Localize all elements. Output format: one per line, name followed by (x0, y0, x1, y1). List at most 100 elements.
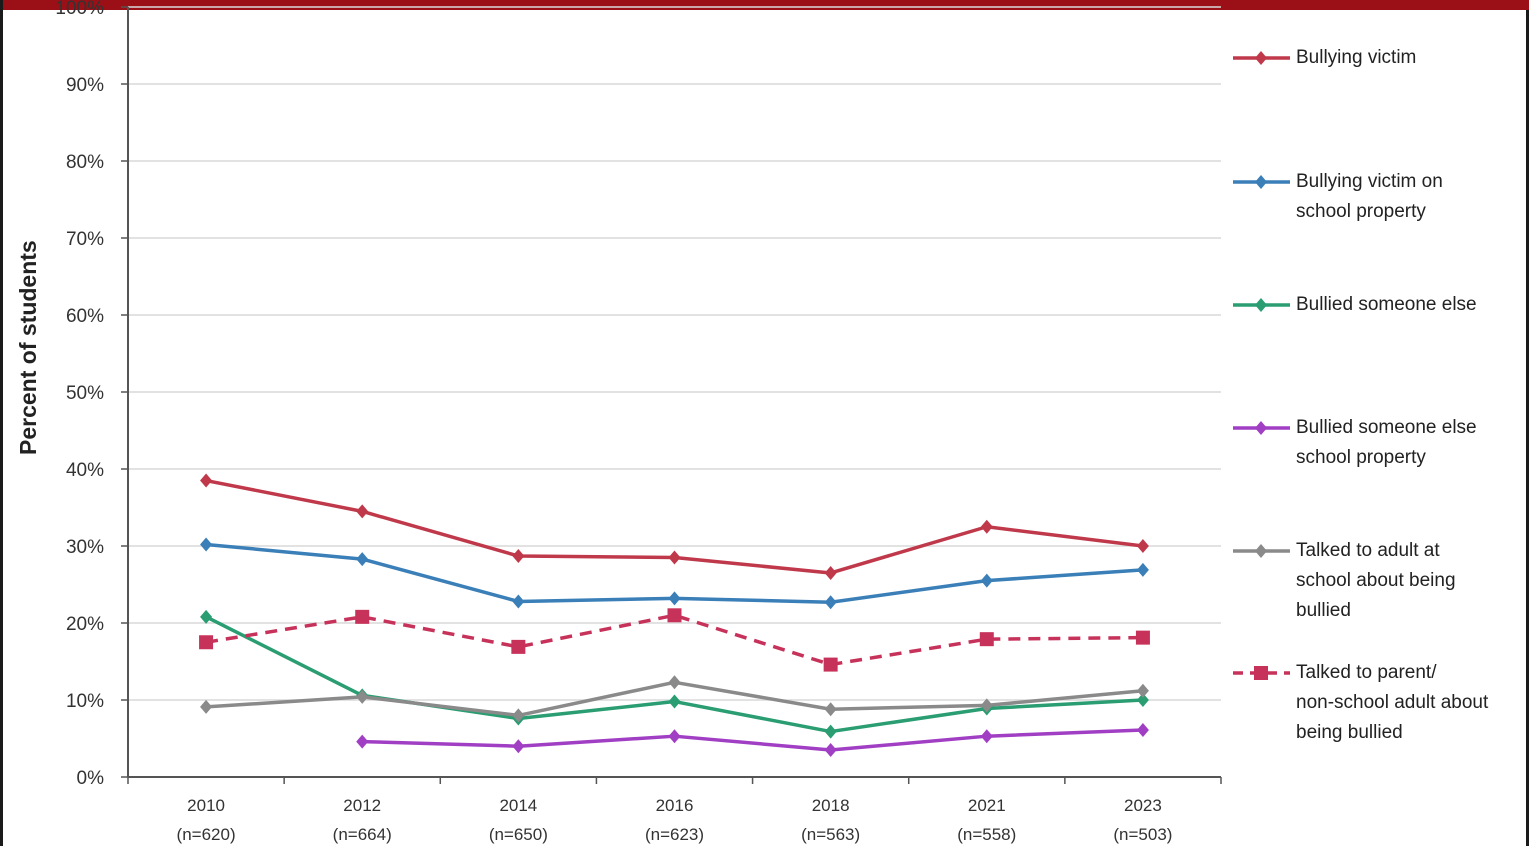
series-line (362, 728, 1143, 752)
data-point (512, 594, 525, 609)
x-tick-label: 2014 (499, 796, 537, 815)
data-point (667, 608, 682, 623)
data-point (200, 609, 213, 624)
y-tick-label: 0% (77, 768, 105, 789)
data-point (1136, 683, 1149, 698)
data-point (980, 698, 993, 713)
legend-label-line: Bullying victim (1296, 47, 1417, 68)
y-tick-label: 70% (66, 229, 104, 250)
y-tick-label: 10% (66, 691, 104, 712)
legend-label-line: bullied (1296, 600, 1351, 621)
legend-marker (1254, 666, 1268, 680)
data-point (668, 694, 681, 709)
y-tick-label: 60% (66, 306, 104, 327)
legend-label-line: Bullied someone else (1296, 294, 1477, 315)
data-point (200, 537, 213, 552)
series-lines (199, 473, 1150, 758)
data-point (356, 552, 369, 567)
x-tick-sublabel: (n=620) (177, 825, 236, 844)
x-tick-sublabel: (n=503) (1113, 825, 1172, 844)
y-tick-labels: 0% 10% 20% 30% 40% 50% 60% 70% 80% 90% 100% (55, 0, 104, 789)
legend-item: Bullying victim on school property (1296, 167, 1529, 227)
y-tick-label: 50% (66, 383, 104, 404)
legend-item: Talked to parent/non-school adult about b… (1296, 658, 1529, 748)
legend-marker (1255, 421, 1267, 435)
legend-item: Bullied someone else (1296, 290, 1529, 320)
legend-label-line: Talked to adult at (1296, 540, 1440, 561)
data-point (824, 702, 837, 717)
data-point (1135, 630, 1150, 645)
y-tick-label: 40% (66, 460, 104, 481)
data-point (1136, 539, 1149, 553)
data-point (200, 699, 213, 714)
legend-label-line: non-school adult about (1296, 692, 1489, 713)
data-point (668, 550, 681, 565)
legend-marker (1255, 298, 1267, 312)
series-1 (200, 473, 1149, 580)
data-point (356, 504, 369, 519)
data-point (512, 708, 525, 723)
legend-marker (1255, 544, 1267, 558)
x-tick-label: 2021 (968, 796, 1006, 815)
y-tick-label: 30% (66, 537, 104, 558)
data-point (511, 639, 526, 654)
x-tick-sublabel: (n=558) (957, 825, 1016, 844)
legend-item: Talked to adult at school about being bull… (1296, 536, 1529, 626)
data-point (512, 549, 525, 564)
legend-item: Bullying victim (1296, 43, 1529, 73)
data-point (356, 734, 369, 749)
data-point (668, 729, 681, 744)
y-tick-label: 80% (66, 152, 104, 173)
y-tick-label: 100% (55, 0, 104, 19)
series-2 (200, 537, 1149, 610)
x-tick-sublabel: (n=664) (333, 825, 392, 844)
data-point (200, 473, 213, 488)
data-point (1136, 723, 1149, 738)
data-point (1136, 562, 1149, 577)
data-point (980, 519, 993, 534)
data-point (980, 573, 993, 588)
y-tick-label: 20% (66, 614, 104, 635)
data-point (668, 591, 681, 606)
legend-marker (1255, 175, 1267, 189)
x-tick-label: 2023 (1124, 796, 1162, 815)
legend-label-line: Talked to parent/ (1296, 662, 1437, 683)
series-6 (199, 608, 1150, 672)
x-tick-labels: 2010 (n=620) 2012 (n=664) 2014 (n=650) 2016 (n=… (177, 796, 1173, 844)
top-bar (3, 0, 1529, 10)
legend-label-line: school property (1296, 201, 1426, 222)
x-tick-label: 2016 (656, 796, 694, 815)
legend-marks (1233, 51, 1290, 680)
data-point (668, 675, 681, 690)
series-line (205, 615, 1144, 734)
series-4 (356, 723, 1149, 758)
legend-label-line: Bullying victim on (1296, 171, 1443, 192)
line-chart: 0% 10% 20% 30% 40% 50% 60% 70% 80% 90% 100% 2010 (n… (55, 0, 1290, 844)
legend-marker (1255, 51, 1267, 65)
data-point (355, 609, 370, 624)
data-point (199, 635, 214, 650)
x-tick-sublabel: (n=623) (645, 825, 704, 844)
data-point (512, 739, 525, 754)
x-tick-sublabel: (n=650) (489, 825, 548, 844)
data-point (979, 632, 994, 647)
x-tick-label: 2012 (343, 796, 381, 815)
legend-label-line: Bullied someone else (1296, 417, 1477, 438)
legend-item: Bullied someone else school property (1296, 413, 1529, 473)
legend-label-line: school about being (1296, 570, 1456, 591)
axes (121, 6, 1222, 784)
data-point (824, 724, 837, 739)
legend-label-line: school property (1296, 447, 1426, 468)
series-5 (200, 675, 1149, 723)
data-point (824, 565, 837, 580)
x-tick-label: 2018 (812, 796, 850, 815)
data-point (823, 657, 838, 672)
legend-label-line: being bullied (1296, 722, 1403, 743)
x-tick-sublabel: (n=563) (801, 825, 860, 844)
data-point (356, 689, 369, 704)
x-tick-label: 2010 (187, 796, 225, 815)
series-3 (200, 609, 1149, 739)
data-point (1136, 693, 1149, 707)
data-point (980, 729, 993, 744)
